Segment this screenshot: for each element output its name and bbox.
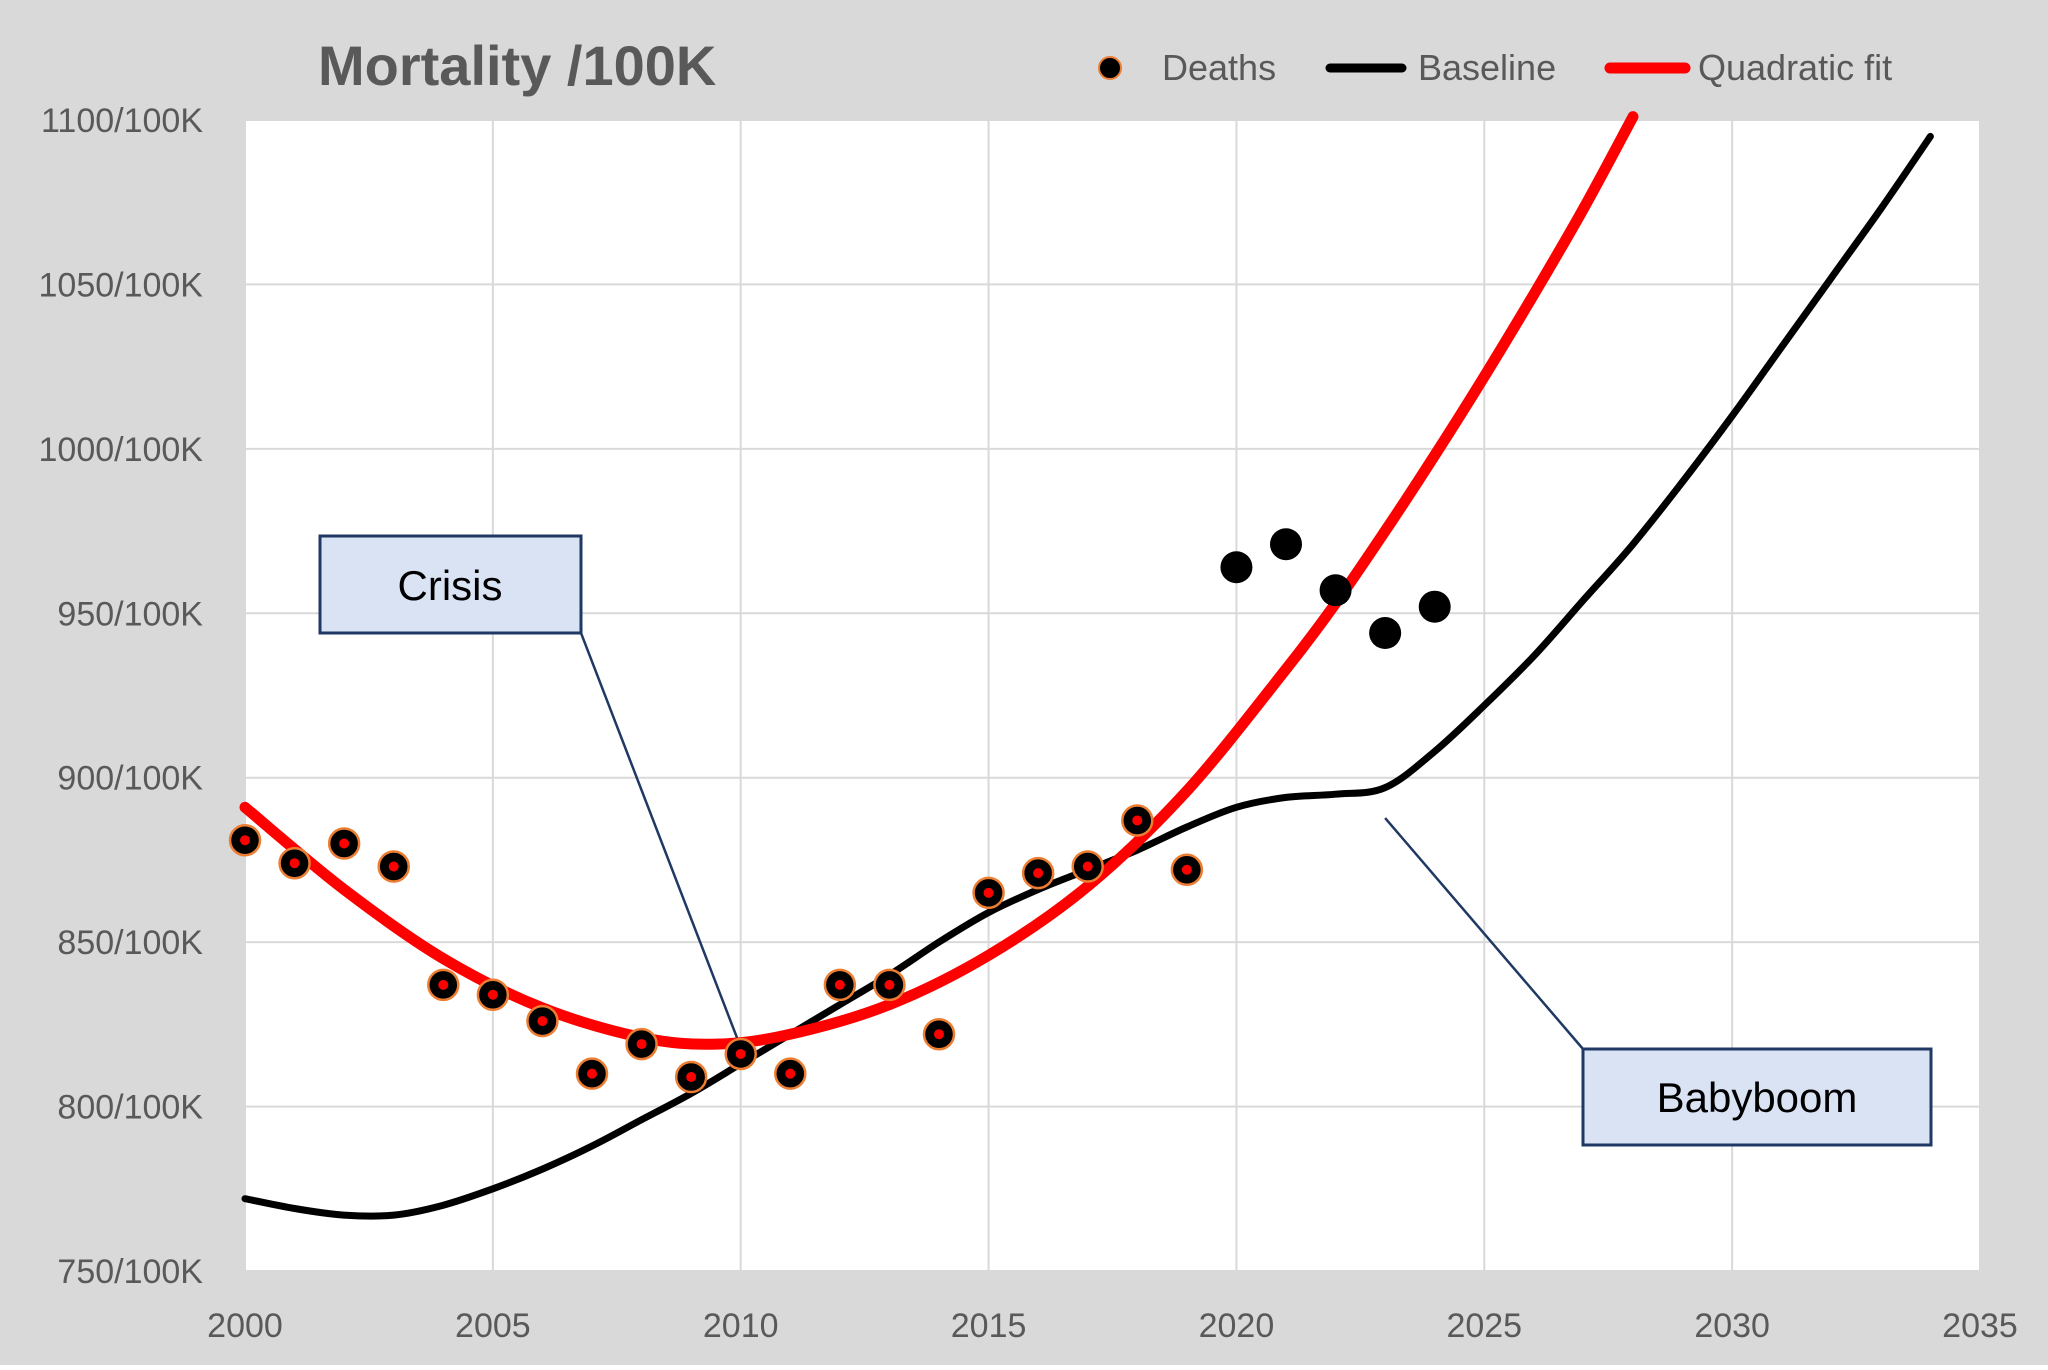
deaths-marker-center <box>884 979 895 990</box>
deaths-marker-center <box>487 989 498 1000</box>
y-axis-ticks: 750/100K 800/100K 850/100K 900/100K 950/100K… <box>39 102 204 1291</box>
deaths-point <box>972 876 1005 910</box>
deaths-series <box>228 528 1451 1094</box>
deaths-marker <box>1220 551 1253 584</box>
deaths-marker-center <box>1132 815 1143 826</box>
deaths-marker-center <box>636 1039 647 1050</box>
deaths-point <box>1319 574 1352 607</box>
deaths-point <box>1021 856 1055 890</box>
deaths-marker-center <box>438 979 449 990</box>
deaths-point <box>1121 804 1154 837</box>
deaths-point <box>724 1037 757 1071</box>
y-tick-label: 800/100K <box>57 1089 203 1127</box>
annotation-leader-lines <box>579 632 1584 1050</box>
deaths-point <box>526 1004 559 1038</box>
babyboom-leader-line <box>1384 817 1584 1050</box>
x-tick-label: 2020 <box>1199 1307 1275 1345</box>
deaths-point <box>1220 551 1253 584</box>
deaths-point <box>1170 853 1204 887</box>
x-tick-label: 2015 <box>951 1307 1027 1345</box>
deaths-marker <box>1319 574 1352 607</box>
x-tick-label: 2025 <box>1446 1307 1522 1345</box>
deaths-marker <box>1270 528 1302 561</box>
crisis-label: Crisis <box>398 562 503 609</box>
x-tick-label: 2000 <box>207 1307 283 1345</box>
deaths-point <box>377 850 410 883</box>
x-axis-ticks: 2000 2005 2010 2015 2020 2025 2030 2035 <box>207 1307 2018 1345</box>
deaths-point <box>1071 850 1104 883</box>
y-tick-label: 850/100K <box>57 924 203 962</box>
deaths-point <box>1270 528 1302 561</box>
deaths-point <box>922 1017 956 1051</box>
deaths-point <box>873 968 906 1002</box>
deaths-point <box>674 1060 708 1094</box>
deaths-point <box>476 978 510 1012</box>
deaths-marker-center <box>388 861 399 872</box>
crisis-callout-box <box>318 534 583 635</box>
deaths-point <box>823 968 857 1002</box>
crisis-annotation: Crisis <box>318 534 583 635</box>
deaths-point <box>427 968 460 1002</box>
deaths-point <box>1418 590 1451 623</box>
babyboom-annotation: Babyboom <box>1581 1047 1933 1147</box>
legend-item-quadratic-fit: Quadratic fit <box>1604 47 1892 88</box>
deaths-marker-center <box>834 979 845 990</box>
deaths-marker-center <box>587 1068 597 1079</box>
legend-baseline-label: Baseline <box>1418 47 1556 88</box>
deaths-marker-center <box>289 858 300 869</box>
y-tick-label: 950/100K <box>57 595 203 633</box>
legend-item-baseline: Baseline <box>1325 47 1556 88</box>
x-tick-label: 2005 <box>455 1307 531 1345</box>
babyboom-callout-box <box>1581 1047 1933 1147</box>
quadratic-fit-line <box>239 111 1639 1050</box>
deaths-point <box>327 827 361 860</box>
deaths-marker-center <box>934 1029 944 1040</box>
deaths-point <box>1369 617 1402 650</box>
deaths-marker-center <box>686 1071 697 1082</box>
legend: Deaths Baseline Quadratic fit <box>1098 47 1892 88</box>
y-tick-label: 750/100K <box>57 1253 203 1291</box>
y-tick-label: 1000/100K <box>39 431 204 469</box>
y-tick-label: 900/100K <box>57 760 203 798</box>
deaths-marker-center <box>339 838 350 849</box>
legend-quadratic-fit-label: Quadratic fit <box>1698 47 1892 88</box>
x-tick-label: 2035 <box>1942 1307 2018 1345</box>
y-tick-label: 1050/100K <box>39 266 204 304</box>
legend-deaths-label: Deaths <box>1162 47 1276 88</box>
y-tick-label: 1100/100K <box>41 102 203 140</box>
deaths-marker <box>1418 590 1451 623</box>
chart-title: Mortality /100K <box>318 34 716 97</box>
deaths-marker-center <box>983 887 994 898</box>
legend-item-deaths: Deaths <box>1098 47 1276 88</box>
deaths-marker-center <box>240 835 250 846</box>
deaths-marker-center <box>537 1016 548 1027</box>
crisis-leader-line <box>579 632 742 1048</box>
legend-deaths-marker <box>1098 56 1122 80</box>
deaths-point <box>575 1057 609 1090</box>
deaths-point <box>228 823 262 857</box>
deaths-point <box>278 846 311 880</box>
deaths-marker-center <box>735 1048 746 1059</box>
deaths-marker <box>1369 617 1402 650</box>
deaths-marker-center <box>1082 861 1093 872</box>
deaths-marker-center <box>1181 864 1192 875</box>
x-tick-label: 2010 <box>703 1307 779 1345</box>
deaths-marker-center <box>1033 868 1044 879</box>
deaths-point <box>625 1027 658 1061</box>
deaths-point <box>774 1057 807 1090</box>
deaths-marker-center <box>785 1068 796 1079</box>
x-tick-label: 2030 <box>1694 1307 1770 1345</box>
babyboom-label: Babyboom <box>1657 1074 1858 1121</box>
